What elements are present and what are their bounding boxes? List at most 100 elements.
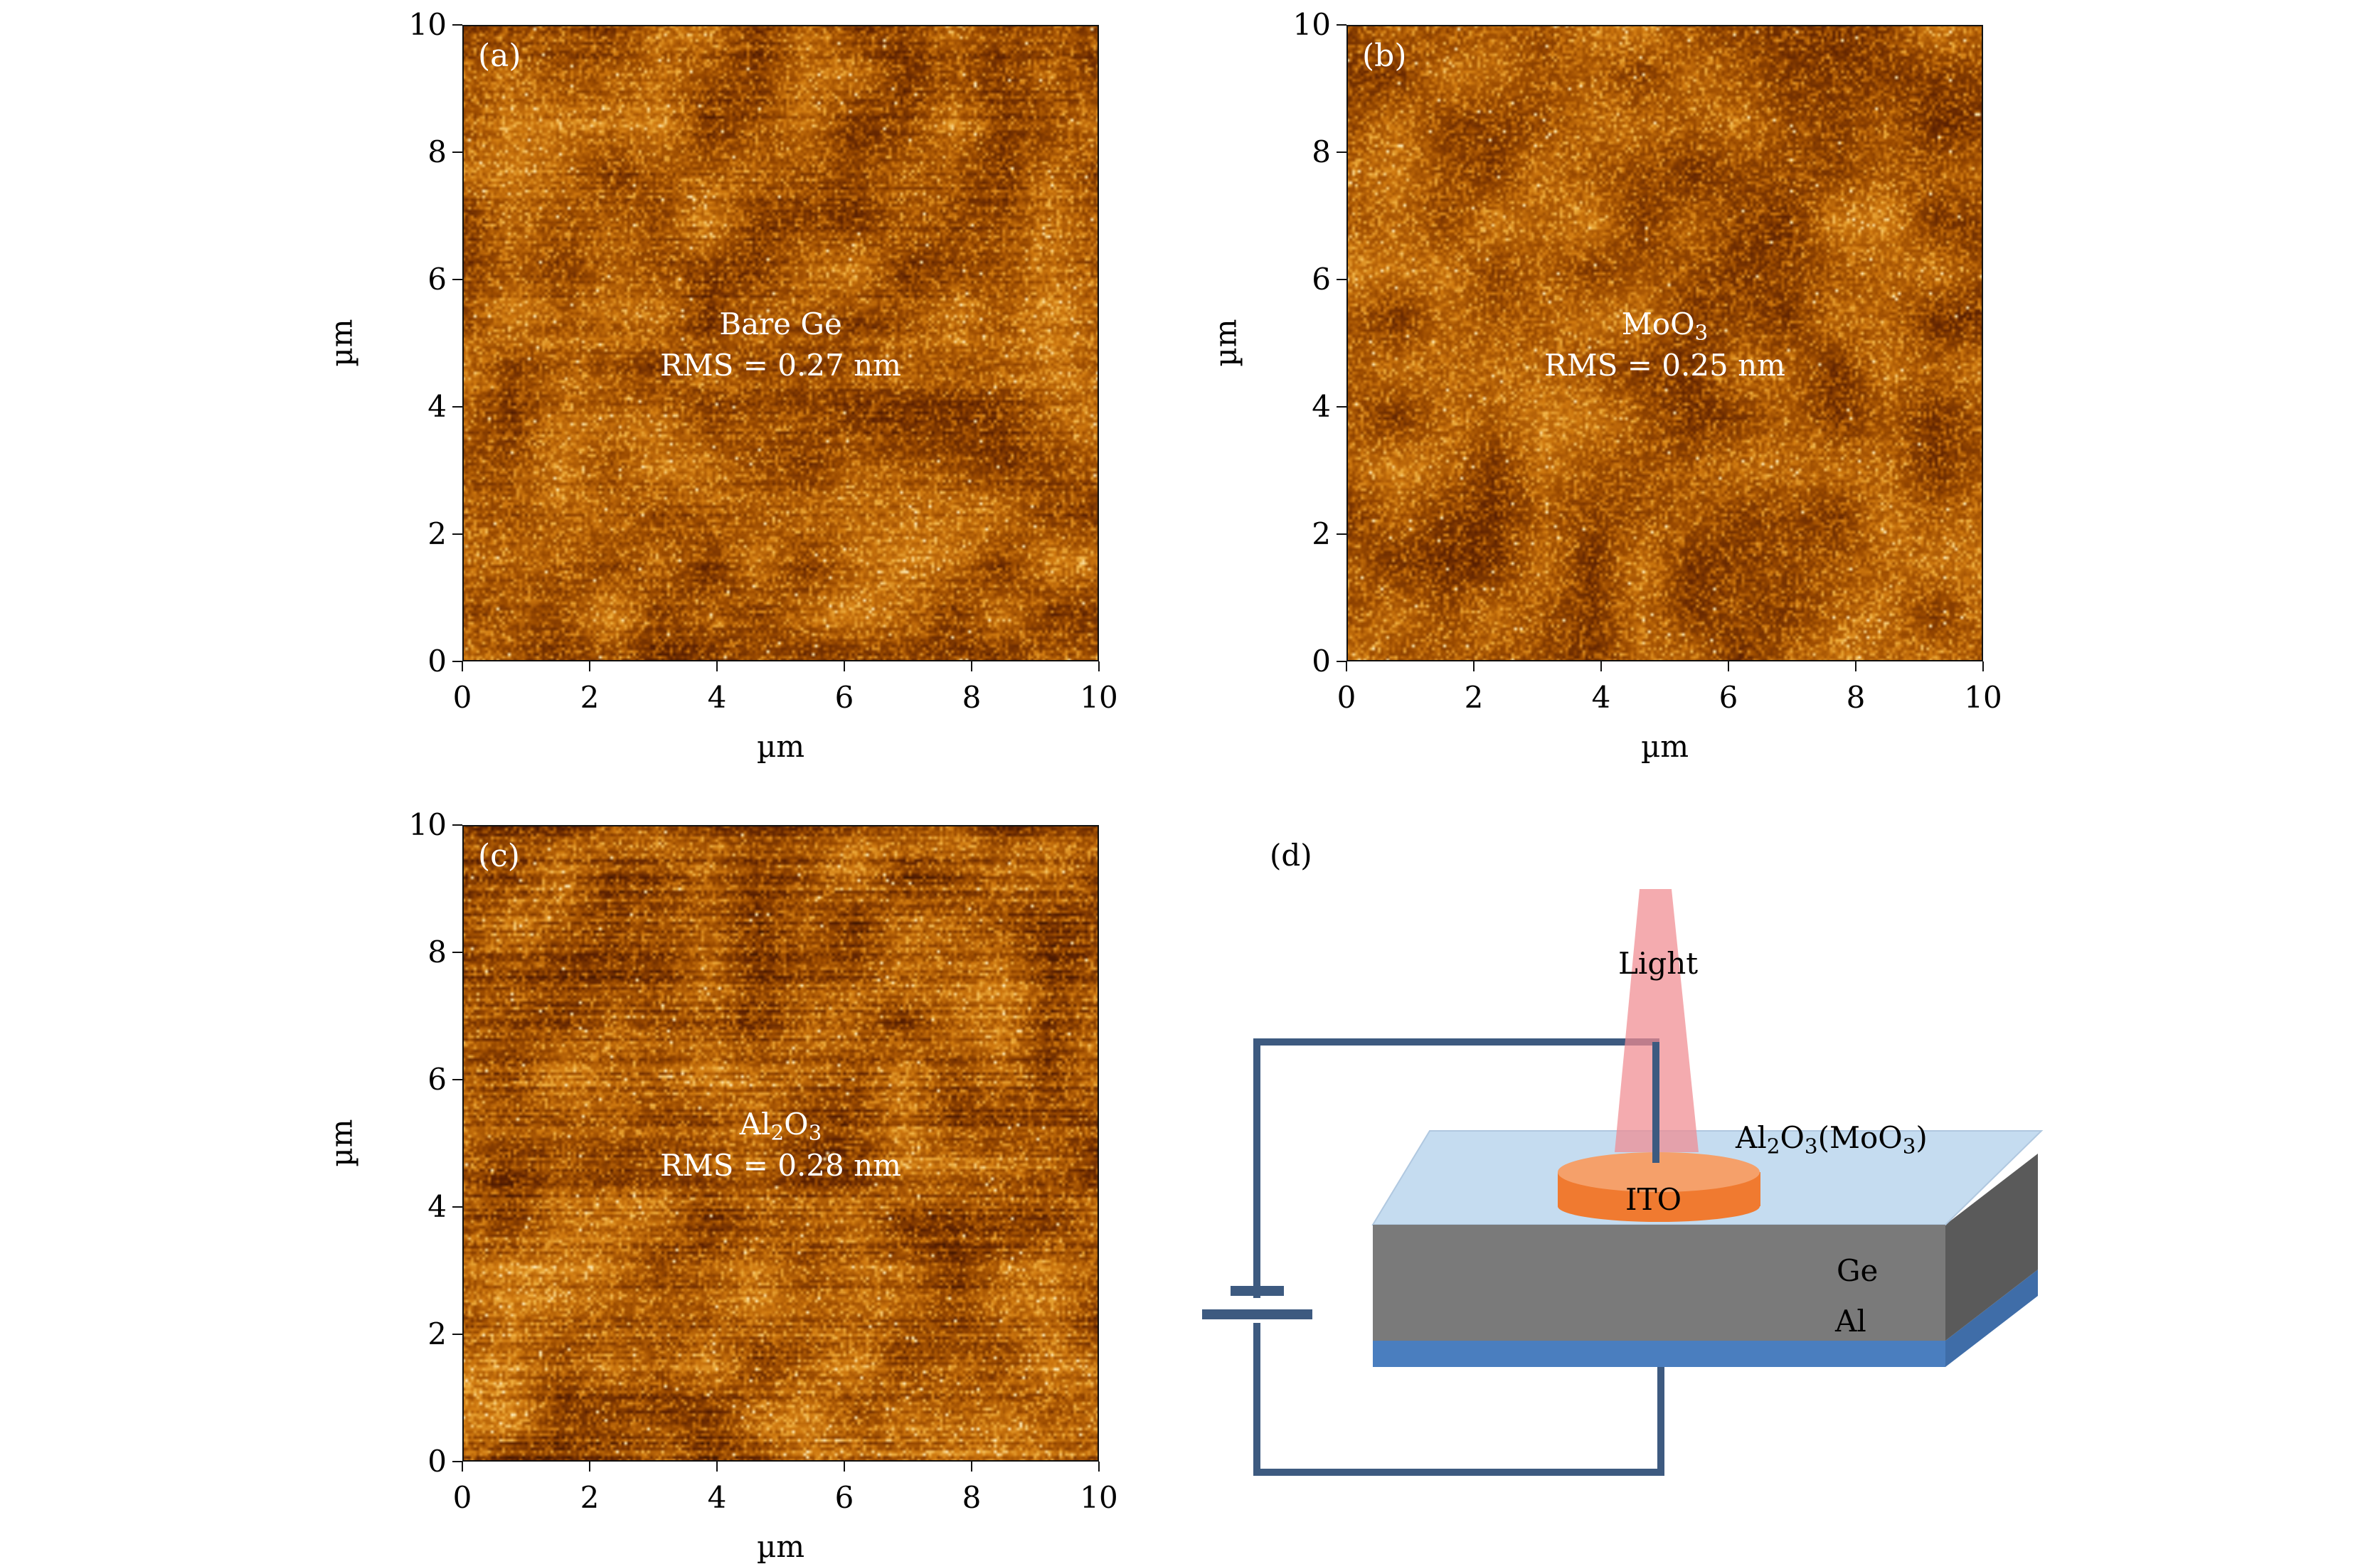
y-tick-label: 2	[427, 516, 447, 551]
sample-name-b: MoO3	[1621, 307, 1709, 345]
x-tick-label: 0	[452, 1480, 472, 1515]
y-tick-mark	[452, 151, 462, 153]
y-tick-label: 4	[427, 1189, 447, 1224]
y-tick-mark	[1337, 151, 1346, 153]
panel-label-a: (a)	[478, 38, 521, 74]
x-tick-mark	[1728, 661, 1729, 671]
y-tick-mark	[452, 1334, 462, 1335]
x-tick-label: 6	[834, 1480, 854, 1515]
y-tick-label: 10	[1292, 7, 1331, 42]
panel-label-d: (d)	[1270, 838, 1312, 873]
y-tick-mark	[452, 533, 462, 535]
x-tick-label: 4	[707, 680, 727, 715]
y-tick-mark	[452, 1079, 462, 1080]
x-tick-mark	[716, 661, 718, 671]
x-tick-mark	[971, 1462, 972, 1472]
y-tick-label: 10	[408, 807, 447, 842]
x-tick-label: 10	[1080, 680, 1118, 715]
x-tick-label: 6	[834, 680, 854, 715]
schematic-drawing	[1202, 889, 2044, 1476]
light-beam	[1615, 889, 1699, 1152]
y-tick-label: 0	[427, 1444, 447, 1479]
x-tick-mark	[462, 661, 463, 671]
y-tick-label: 6	[427, 1062, 447, 1097]
light-label: Light	[1618, 946, 1699, 981]
x-tick-mark	[462, 1462, 463, 1472]
rms-value-c: RMS = 0.28 nm	[659, 1148, 902, 1183]
x-tick-label: 8	[962, 680, 982, 715]
y-axis-label-b: µm	[1208, 319, 1243, 367]
x-tick-mark	[1098, 1462, 1100, 1472]
x-tick-mark	[844, 661, 845, 671]
x-tick-mark	[844, 1462, 845, 1472]
x-tick-label: 10	[1080, 1480, 1118, 1515]
x-tick-label: 2	[580, 1480, 600, 1515]
y-tick-mark	[452, 279, 462, 280]
x-tick-mark	[1982, 661, 1984, 671]
x-tick-label: 6	[1718, 680, 1738, 715]
x-tick-mark	[1600, 661, 1602, 671]
y-tick-mark	[1337, 279, 1346, 280]
y-tick-label: 0	[427, 644, 447, 679]
x-tick-label: 2	[580, 680, 600, 715]
y-tick-mark	[452, 824, 462, 826]
x-tick-mark	[1855, 661, 1856, 671]
x-tick-mark	[1098, 661, 1100, 671]
y-tick-mark	[452, 661, 462, 662]
y-tick-mark	[1337, 533, 1346, 535]
x-axis-label-a: µm	[756, 729, 805, 764]
y-tick-label: 0	[1312, 644, 1331, 679]
y-tick-label: 2	[427, 1316, 447, 1351]
y-tick-mark	[452, 406, 462, 408]
x-tick-label: 8	[1846, 680, 1866, 715]
al-layer-side	[1945, 1270, 2038, 1367]
circuit-wire-bottom	[1253, 1323, 1664, 1476]
y-tick-mark	[1337, 24, 1346, 26]
x-tick-label: 8	[962, 1480, 982, 1515]
x-tick-label: 0	[452, 680, 472, 715]
afm-image-c	[462, 825, 1099, 1462]
ito-label: ITO	[1625, 1182, 1682, 1217]
x-tick-mark	[1346, 661, 1347, 671]
x-tick-mark	[1473, 661, 1475, 671]
x-tick-label: 2	[1464, 680, 1484, 715]
device-schematic: (d) Light ITO Al2O3(MoO3) Ge Al	[1174, 818, 2169, 1529]
x-axis-label-c: µm	[756, 1529, 805, 1564]
x-tick-label: 10	[1964, 680, 2002, 715]
x-tick-mark	[971, 661, 972, 671]
y-tick-label: 6	[1312, 262, 1331, 297]
y-tick-mark	[452, 1461, 462, 1462]
panel-label-b: (b)	[1362, 38, 1407, 74]
x-axis-label-b: µm	[1640, 729, 1689, 764]
rms-value-a: RMS = 0.27 nm	[659, 348, 902, 383]
afm-image-a	[462, 25, 1099, 661]
sample-name-a: Bare Ge	[719, 307, 842, 341]
y-tick-label: 8	[427, 935, 447, 969]
ito-disc-top	[1558, 1152, 1760, 1192]
oxide-label: Al2O3(MoO3)	[1736, 1120, 1928, 1159]
y-tick-label: 10	[408, 7, 447, 42]
afm-image-b	[1346, 25, 1983, 661]
y-axis-label-c: µm	[324, 1119, 359, 1167]
y-tick-mark	[1337, 661, 1346, 662]
y-tick-mark	[452, 1206, 462, 1208]
x-tick-label: 4	[1591, 680, 1611, 715]
x-tick-mark	[589, 1462, 590, 1472]
ge-layer-front	[1373, 1225, 1945, 1341]
sample-name-c: Al2O3	[739, 1107, 822, 1145]
y-tick-label: 8	[1312, 134, 1331, 169]
y-tick-label: 8	[427, 134, 447, 169]
y-tick-label: 4	[1312, 389, 1331, 424]
x-tick-label: 0	[1337, 680, 1356, 715]
rms-value-b: RMS = 0.25 nm	[1544, 348, 1786, 383]
ito-disc-bottom	[1558, 1191, 1760, 1222]
x-tick-mark	[716, 1462, 718, 1472]
al-layer-front	[1373, 1341, 1945, 1367]
y-axis-label-a: µm	[324, 319, 359, 367]
ge-label: Ge	[1837, 1253, 1879, 1288]
ge-layer-side	[1945, 1154, 2038, 1341]
x-tick-mark	[589, 661, 590, 671]
